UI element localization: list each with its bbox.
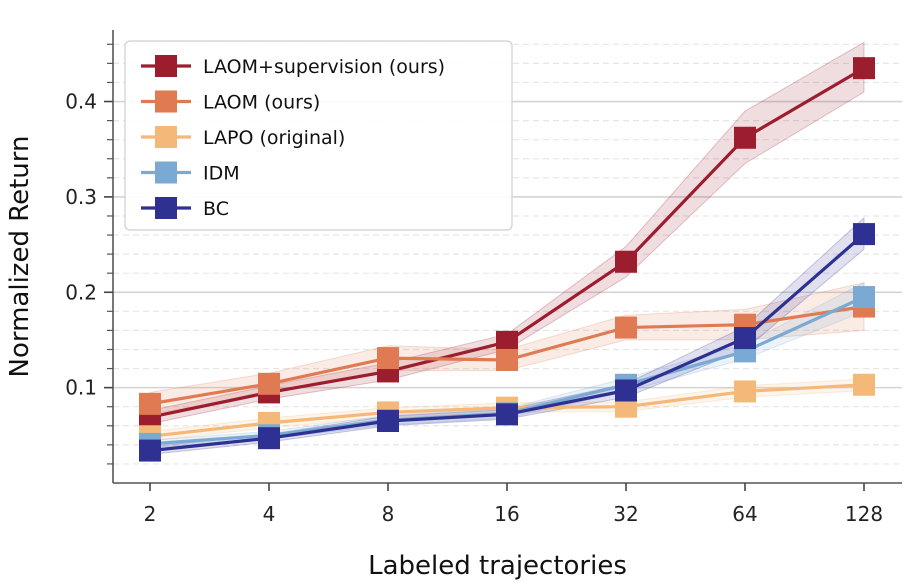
legend: LAOM+supervision (ours) LAOM (ours) LAPO (… [124,40,513,231]
legend-label: LAPO (original) [203,127,345,149]
y-axis-label: Normalized Return [5,136,35,378]
x-tick-label: 128 [845,502,883,526]
data-point [853,223,875,246]
data-point [139,392,161,415]
data-point [853,286,875,309]
legend-marker [155,161,177,184]
axes: 0.1 0.2 0.3 0.4 2 4 8 16 32 64 128 [65,30,902,526]
data-point [734,380,756,403]
legend-marker [155,90,177,113]
legend-label: BC [203,198,229,220]
legend-label: LAOM (ours) [203,92,320,114]
data-point [258,372,280,395]
y-tick-label: 0.4 [65,90,97,114]
x-tick-label: 2 [144,502,157,526]
x-tick-label: 4 [263,502,276,526]
x-tick-label: 64 [732,502,757,526]
x-tick-label: 32 [613,502,638,526]
data-point [734,126,756,149]
data-point [377,347,399,370]
confidence-band [149,216,865,455]
data-point [258,427,280,450]
data-point [853,373,875,396]
legend-marker [155,197,177,219]
data-point [496,348,518,371]
data-point [853,57,875,80]
y-tick-label: 0.1 [65,376,97,400]
data-point [496,403,518,426]
y-tick-label: 0.3 [65,185,97,209]
x-tick-label: 8 [382,502,395,526]
legend-marker [155,126,177,148]
data-point [734,327,756,350]
data-point [615,379,637,402]
x-axis-label: Labeled trajectories [368,551,627,581]
y-tick-label: 0.2 [65,280,97,304]
data-point [615,250,637,273]
data-point [139,439,161,462]
data-point [377,410,399,433]
series-lines [139,57,875,462]
legend-label: IDM [203,163,240,185]
data-point [496,330,518,353]
data-point [615,316,637,339]
legend-box [124,40,513,231]
legend-marker [155,55,177,77]
legend-label: LAOM+supervision (ours) [203,56,445,78]
x-tick-label: 16 [494,502,519,526]
